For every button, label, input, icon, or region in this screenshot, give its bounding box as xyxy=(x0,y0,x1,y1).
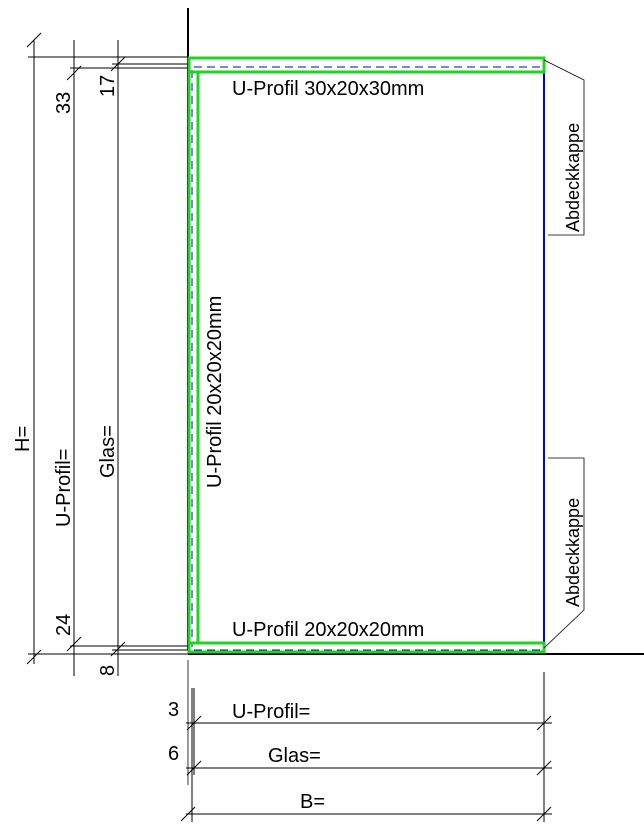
cap-top-label: Abdeckkappe xyxy=(563,123,583,232)
glass-panel xyxy=(191,66,545,651)
profile-side-label: U-Profil 20x20x20mm xyxy=(204,296,226,488)
width-total-label: B= xyxy=(300,791,325,813)
cap-bottom-callout: Abdeckkappe xyxy=(543,457,585,649)
height-profile-label: U-Profil= xyxy=(53,449,75,527)
u-profile-bottom xyxy=(187,641,546,654)
horizontal-dimensions xyxy=(180,672,552,822)
profile-bottom-label: U-Profil 20x20x20mm xyxy=(232,619,424,641)
bottom-profile-dim: 24 xyxy=(53,614,75,636)
u-profile-top xyxy=(187,56,546,74)
cap-bottom-label: Abdeckkappe xyxy=(563,498,583,607)
vertical-dimensions xyxy=(26,32,188,676)
u-profiles xyxy=(187,56,546,654)
profile-top-label: U-Profil 30x20x30mm xyxy=(232,78,424,100)
width-profile-label: U-Profil= xyxy=(232,701,310,723)
u-profile-side xyxy=(187,70,200,645)
top-glass-dim: 17 xyxy=(97,75,119,97)
top-profile-dim: 33 xyxy=(53,92,75,114)
width-glass-label: Glas= xyxy=(268,745,321,767)
height-total-label: H= xyxy=(12,426,34,452)
bottom-glass-dim: 8 xyxy=(97,665,119,676)
cap-top-callout: Abdeckkappe xyxy=(543,59,585,236)
height-glass-label: Glas= xyxy=(97,425,119,478)
left-glass-dim: 6 xyxy=(168,743,179,765)
left-profile-dim: 3 xyxy=(168,699,179,721)
